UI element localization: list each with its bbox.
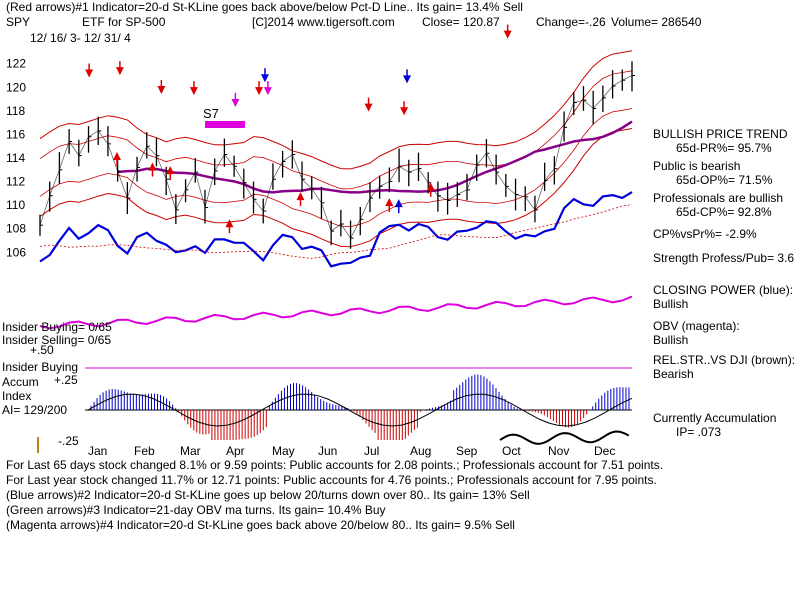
month-label: Jul: [364, 444, 379, 458]
ai-title-line1: Insider Buying: [2, 360, 79, 374]
magenta-arrow: [263, 87, 272, 96]
ai-value: AI= 129/200: [2, 403, 68, 417]
closing-power-ma: [39, 204, 633, 259]
footer-year: For Last year stock changed 11.7% or 12.…: [6, 473, 657, 487]
ai-title-line3: Index: [2, 389, 32, 403]
ai-ma-line: [87, 393, 633, 427]
red-sell-arrow: [364, 103, 373, 112]
closing-power-title: CLOSING POWER (blue):: [653, 283, 794, 297]
close-price: Close= 120.87: [422, 15, 500, 29]
red-buy-arrow: [148, 162, 157, 171]
y-tick-label: 116: [6, 127, 25, 141]
month-label: Jan: [88, 444, 107, 458]
obv-title: OBV (magenta):: [653, 319, 740, 333]
insider-buying-count: Insider Buying= 0/65: [2, 320, 112, 334]
ai-title-line2: Accum: [2, 375, 39, 389]
cp-vs-pr: CP%vsPr%= -2.9%: [653, 227, 757, 241]
month-label: Oct: [502, 444, 521, 458]
ai-axis-plus50: +.50: [30, 343, 54, 357]
red-sell-arrow: [157, 85, 166, 94]
pr-value: 65d-PR%= 95.7%: [676, 141, 772, 155]
relstr-title: REL.STR..VS DJI (brown):: [653, 353, 796, 367]
ai-axis-minus25: -.25: [58, 434, 79, 448]
y-tick-label: 120: [6, 80, 26, 94]
indicator1-legend: (Red arrows)#1 Indicator=20-d St-KLine g…: [6, 0, 523, 14]
ip-value: IP= .073: [676, 425, 722, 439]
month-label: Apr: [226, 444, 245, 458]
ticker-symbol: SPY: [6, 15, 31, 29]
footer-65day: For Last 65 days stock changed 8.1% or 9…: [6, 458, 664, 472]
professionals-status: Professionals are bullish: [653, 191, 784, 205]
red-buy-arrow: [225, 219, 234, 228]
s7-marker: [205, 121, 245, 128]
op-value: 65d-OP%= 71.5%: [676, 173, 773, 187]
moving-average-line: [117, 120, 633, 194]
blue-arrow: [403, 75, 412, 84]
public-status: Public is bearish: [653, 159, 741, 173]
relstr-status: Bearish: [653, 367, 694, 381]
trend-title: BULLISH PRICE TREND: [653, 127, 788, 141]
inner-lower-band: [39, 108, 633, 228]
red-sell-arrow: [85, 69, 94, 78]
red-buy-arrow: [426, 182, 435, 191]
red-buy-arrow: [166, 166, 175, 175]
y-tick-label: 106: [6, 245, 26, 259]
accumulation-title: Currently Accumulation: [653, 411, 777, 425]
blue-up-arrow: [394, 199, 403, 208]
strength-ratio: Strength Profess/Pub= 3.6: [653, 251, 795, 265]
upper-band: [39, 50, 633, 170]
red-sell-arrow: [115, 67, 124, 76]
date-range: 12/ 16/ 3- 12/ 31/ 4: [30, 31, 131, 45]
security-name: ETF for SP-500: [82, 15, 166, 29]
indicator4-legend: (Magenta arrows)#4 Indicator=20-d St-KLi…: [6, 518, 515, 532]
price-change: Change=-.26: [536, 15, 606, 29]
indicator3-legend: (Green arrows)#3 Indicator=21-day OBV ma…: [6, 503, 386, 517]
obv-status: Bullish: [653, 333, 689, 347]
red-buy-arrow: [112, 152, 121, 160]
y-tick-label: 108: [6, 222, 26, 236]
y-tick-label: 122: [6, 57, 26, 71]
blue-arrow: [260, 74, 269, 83]
s7-signal-label: S7: [203, 106, 219, 121]
lower-band: [39, 128, 633, 248]
price-line: [39, 75, 633, 239]
month-label: Feb: [134, 444, 155, 458]
ai-axis-plus25: +.25: [54, 373, 78, 387]
y-tick-label: 110: [6, 198, 25, 212]
month-label: Jun: [318, 444, 337, 458]
closing-power-status: Bullish: [653, 297, 689, 311]
y-tick-label: 112: [6, 175, 25, 189]
magenta-arrow: [231, 98, 240, 107]
month-label: Nov: [548, 444, 569, 458]
month-label: May: [272, 444, 295, 458]
month-label: Dec: [594, 444, 615, 458]
red-buy-arrow: [296, 192, 305, 201]
indicator2-legend: (Blue arrows)#2 Indicator=20-d St-KLine …: [6, 488, 530, 502]
y-tick-label: 114: [6, 151, 25, 165]
red-sell-arrow: [400, 107, 409, 116]
month-label: Sep: [456, 444, 478, 458]
insider-selling-count: Insider Selling= 0/65: [2, 333, 112, 347]
red-buy-arrow: [385, 197, 394, 206]
red-sell-arrow: [503, 30, 512, 39]
month-label: Aug: [410, 444, 431, 458]
red-sell-arrow: [255, 87, 264, 96]
month-label: Mar: [180, 444, 201, 458]
volume: Volume= 286540: [611, 15, 702, 29]
obv-line: [39, 295, 633, 330]
red-sell-arrow: [189, 87, 198, 96]
copyright-site: [C]2014 www.tigersoft.com: [252, 15, 395, 29]
relative-strength-line: [499, 430, 630, 445]
cp-value: 65d-CP%= 92.8%: [676, 205, 772, 219]
y-tick-label: 118: [6, 104, 25, 118]
closing-power-line: [39, 191, 633, 268]
